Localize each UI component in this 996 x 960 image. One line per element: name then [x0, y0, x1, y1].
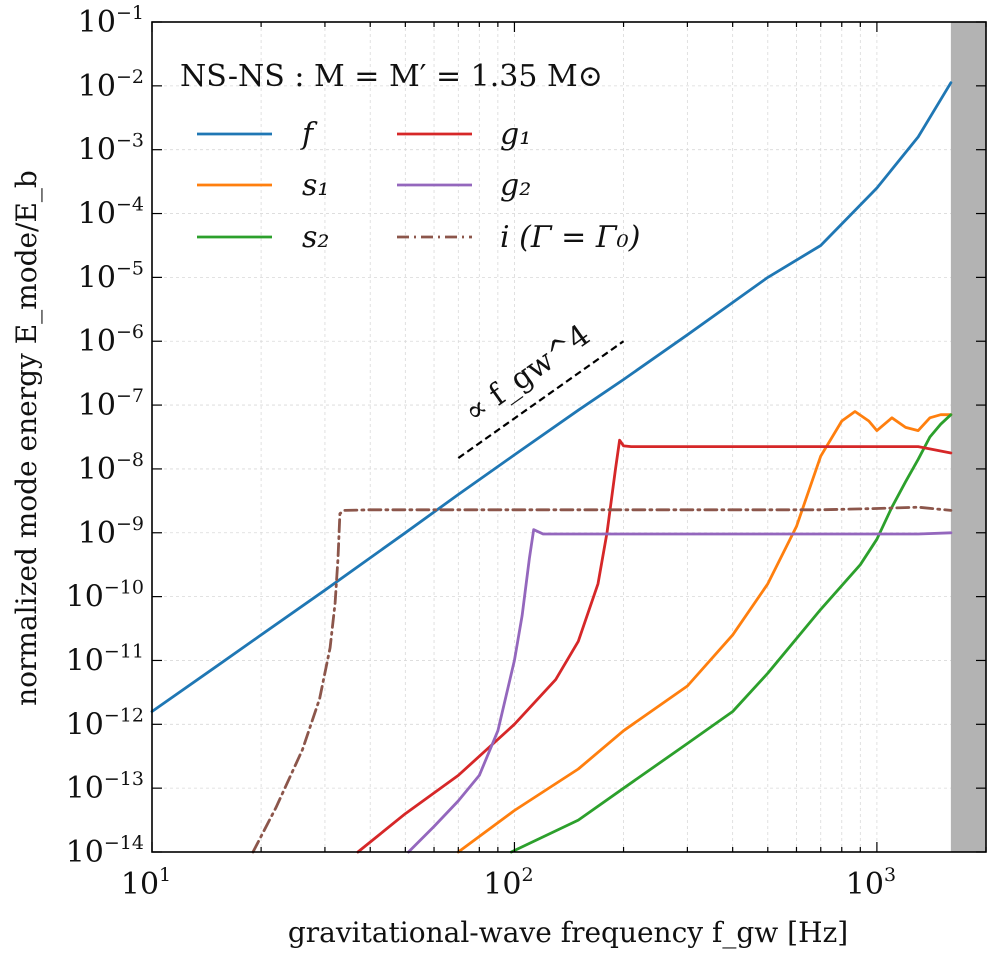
series-line-3 [356, 438, 953, 854]
merger-shaded-region [950, 22, 986, 852]
legend-label-3: g₁ [500, 117, 531, 152]
y-axis-title: normalized mode energy E_mode/E_b [10, 170, 43, 706]
y-tick-label: 10−6 [78, 321, 144, 359]
y-tick-label: 10−13 [66, 768, 144, 806]
legend-label-2: s₂ [302, 220, 329, 255]
legend-label-0: f [300, 117, 318, 152]
legend-label-1: s₁ [302, 168, 329, 203]
y-tick-label: 10−7 [78, 385, 144, 423]
x-tick-label: 102 [483, 864, 533, 902]
y-tick-label: 10−2 [78, 66, 144, 104]
series-line-1 [456, 410, 953, 854]
y-tick-label: 10−4 [78, 194, 144, 232]
legend-label-5: i (Γ = Γ₀) [500, 220, 640, 255]
system-annotation: NS-NS : M = M′ = 1.35 M⊙ [180, 59, 603, 94]
y-tick-label: 10−1 [78, 2, 144, 40]
legend-label-4: g₂ [500, 168, 531, 203]
y-tick-label: 10−8 [78, 449, 144, 487]
series-line-5 [251, 505, 953, 854]
plot-frame [151, 21, 987, 853]
y-tick-label: 10−3 [78, 130, 144, 168]
series-line-2 [509, 413, 953, 854]
series-lines [150, 81, 953, 854]
axis-ticks: 101 102 103 10−1 10−2 10−3 10−4 10−5 10−6 10−7 10−… [66, 2, 987, 902]
x-axis-title: gravitational-wave frequency f_gw [Hz] [288, 916, 848, 949]
legend: f s₁ s₂ g₁ g₂ i (Γ = Γ₀) [197, 117, 640, 255]
y-tick-label: 10−10 [66, 577, 144, 615]
series-line-0 [150, 81, 953, 713]
y-tick-label: 10−11 [66, 640, 144, 678]
y-tick-label: 10−12 [66, 704, 144, 742]
grid [151, 21, 987, 853]
y-tick-label: 10−5 [78, 257, 144, 295]
y-tick-label: 10−9 [78, 513, 144, 551]
x-tick-label: 101 [121, 864, 171, 902]
y-tick-label: 10−14 [66, 832, 144, 870]
x-tick-label: 103 [846, 864, 896, 902]
series-line-4 [407, 528, 953, 854]
f4-reference-line [457, 340, 625, 459]
